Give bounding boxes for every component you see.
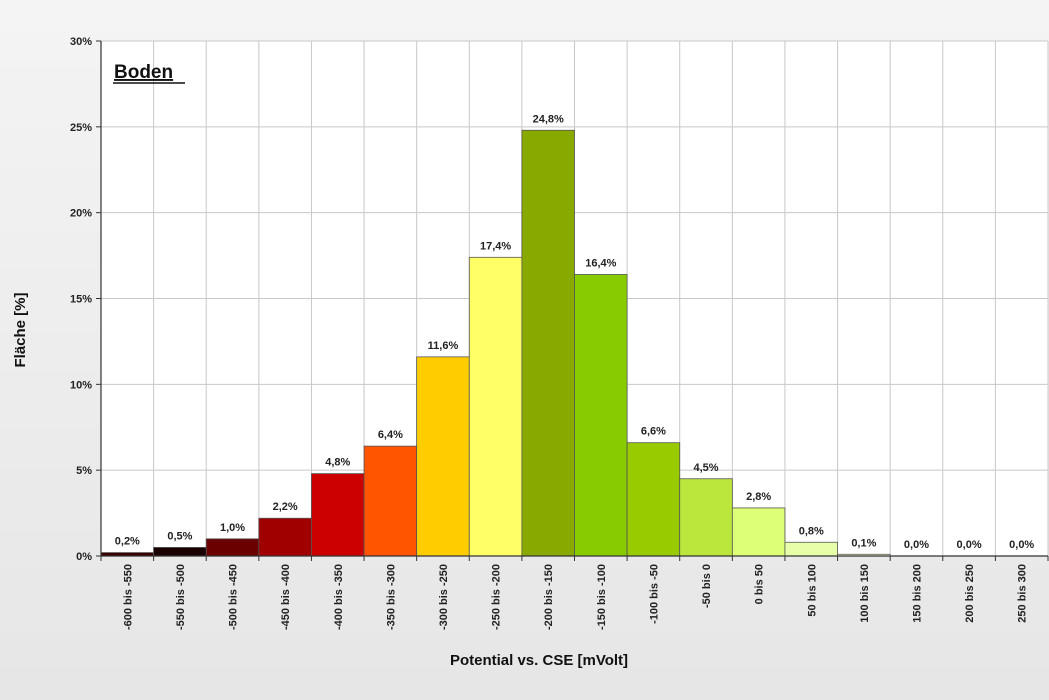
y-tick-label: 10%: [70, 379, 92, 391]
y-tick-label: 15%: [70, 294, 92, 306]
y-tick-label: 30%: [70, 36, 92, 48]
x-tick-label: 100 bis 150: [859, 564, 871, 623]
data-label: 6,6%: [641, 426, 666, 438]
data-label: 0,0%: [957, 539, 982, 551]
data-label: 0,8%: [799, 525, 824, 537]
data-label: 4,8%: [325, 457, 350, 469]
x-tick-label: 50 bis 100: [806, 564, 818, 617]
x-tick-label: -500 bis -450: [228, 564, 240, 630]
x-tick-label: 150 bis 200: [911, 564, 923, 623]
bar: [679, 478, 733, 557]
data-label: 2,2%: [273, 501, 298, 513]
data-label: 0,2%: [115, 536, 140, 548]
bar: [311, 473, 365, 557]
x-tick-label: -50 bis 0: [701, 564, 713, 608]
x-tick-label: -250 bis -200: [491, 564, 503, 630]
bar: [521, 129, 575, 557]
data-label: 4,5%: [693, 462, 718, 474]
data-label: 2,8%: [746, 491, 771, 503]
chart-title: Boden: [114, 62, 173, 83]
y-tick-label: 25%: [70, 122, 92, 134]
bar: [363, 445, 418, 557]
x-axis: -600 bis -550 -550 bis -500 -500 bis -450 -…: [100, 555, 1049, 630]
x-tick-label: -550 bis -500: [175, 564, 187, 630]
bar: [205, 538, 260, 557]
data-label: 0,0%: [1009, 539, 1034, 551]
x-axis-title: Potential vs. CSE [mVolt]: [450, 652, 628, 669]
x-tick-label: -300 bis -250: [438, 564, 450, 630]
y-tick-label: 20%: [70, 208, 92, 220]
data-label: 0,5%: [167, 530, 192, 542]
bar: [258, 517, 312, 557]
bar: [574, 274, 628, 557]
data-label: 24,8%: [533, 113, 564, 125]
x-tick-label: -100 bis -50: [648, 564, 660, 624]
y-tick-label: 5%: [76, 465, 92, 477]
x-tick-label: -350 bis -300: [385, 564, 397, 630]
x-tick-label: -150 bis -100: [596, 564, 608, 630]
bar: [468, 256, 523, 557]
x-tick-label: -450 bis -400: [280, 564, 292, 630]
y-axis-title: Fläche [%]: [12, 292, 29, 367]
data-label: 17,4%: [480, 240, 511, 252]
data-labels: 0,2% 0,5% 1,0% 2,2% 4,8% 6,4% 11,6% 17,4% 24,8% 1…: [115, 113, 1035, 551]
x-tick-label: 250 bis 300: [1017, 564, 1029, 623]
y-axis: 0% 5% 10% 15% 20% 25% 30%: [70, 36, 102, 563]
bar: [416, 356, 470, 557]
data-label: 1,0%: [220, 522, 245, 534]
data-label: 0,1%: [851, 537, 876, 549]
data-label: 0,0%: [904, 539, 929, 551]
bar: [626, 442, 681, 557]
bar: [153, 547, 207, 557]
data-label: 11,6%: [428, 340, 459, 352]
x-tick-label: -200 bis -150: [543, 564, 555, 630]
x-tick-label: -400 bis -350: [333, 564, 345, 630]
bars: [100, 129, 891, 557]
x-tick-label: 0 bis 50: [754, 564, 766, 604]
bar: [784, 541, 838, 557]
data-label: 6,4%: [378, 429, 403, 441]
data-label: 16,4%: [585, 257, 616, 269]
bar: [731, 507, 786, 557]
x-tick-label: -600 bis -550: [122, 564, 134, 630]
x-tick-label: 200 bis 250: [964, 564, 976, 623]
y-tick-label: 0%: [76, 551, 92, 563]
